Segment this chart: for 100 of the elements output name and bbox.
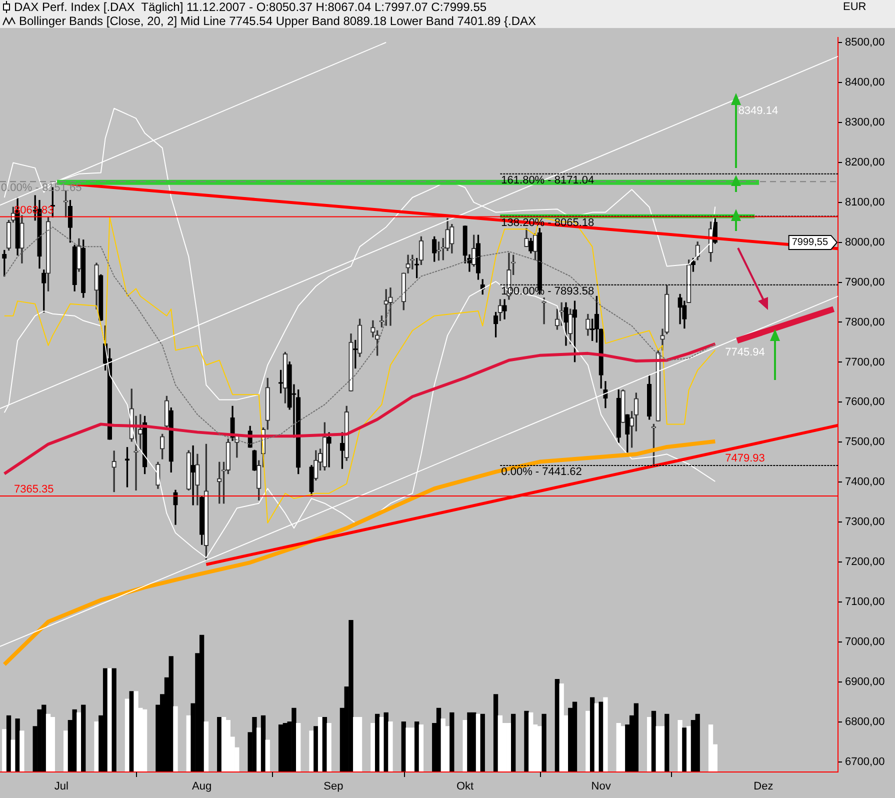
bar: [603, 697, 608, 772]
bar: [388, 722, 393, 772]
y-tick-label: 6700,00: [845, 756, 885, 768]
bar: [124, 698, 130, 772]
bar: [467, 712, 472, 772]
bar: [634, 703, 639, 772]
bar: [37, 709, 42, 772]
bar: [278, 724, 284, 772]
x-tick-label: Sep: [324, 780, 344, 793]
bar: [2, 729, 7, 772]
annotation: 8349.14: [738, 105, 778, 118]
bar: [217, 716, 222, 772]
bar: [296, 723, 301, 772]
chart-title: DAX Perf. Index [.DAX Täglich] 11.12.2007 - O:8050.37 H:8067.04 L:7997.07 C:7999.55: [14, 0, 487, 14]
bar: [309, 730, 314, 772]
y-tick-label: 8200,00: [845, 156, 885, 168]
bar: [370, 723, 376, 772]
bar: [542, 714, 546, 772]
y-tick-label: 7600,00: [845, 396, 885, 408]
y-tick-label: 7200,00: [845, 556, 885, 568]
bar: [204, 722, 209, 772]
bar: [221, 716, 226, 772]
bar: [102, 668, 108, 772]
annotation: 7999,55: [792, 237, 828, 248]
annotation: 7479.93: [725, 452, 765, 465]
bar: [199, 634, 204, 772]
bar: [76, 712, 82, 772]
bar: [708, 724, 714, 772]
bar: [418, 724, 424, 772]
bar: [168, 656, 174, 772]
bar: [314, 726, 318, 772]
bar: [252, 716, 257, 772]
bar: [6, 715, 12, 772]
bar: [20, 730, 24, 772]
bar: [326, 723, 332, 772]
bar: [406, 728, 410, 772]
bar: [598, 702, 604, 772]
bar: [450, 712, 454, 772]
bar: [357, 716, 362, 772]
bar: [348, 620, 354, 772]
y-tick-label: 7400,00: [845, 476, 885, 488]
bar: [524, 710, 529, 772]
bar: [94, 722, 99, 772]
y-axis-title: EUR: [843, 0, 866, 14]
bar: [462, 720, 468, 772]
bar: [695, 714, 700, 772]
bar: [572, 702, 578, 772]
bar: [590, 697, 595, 772]
y-tick-label: 8100,00: [845, 196, 885, 208]
bar: [46, 714, 51, 772]
bar: [50, 716, 55, 772]
y-tick-label: 8500,00: [845, 36, 885, 48]
bar: [379, 716, 384, 772]
y-tick-label: 8300,00: [845, 116, 885, 128]
bar: [476, 714, 481, 772]
bar: [678, 720, 682, 772]
x-tick-label: Jul: [54, 780, 68, 793]
y-tick-label: 8000,00: [845, 236, 885, 248]
bar: [112, 668, 116, 772]
y-tick-label: 8400,00: [845, 76, 885, 88]
bar: [256, 728, 262, 772]
bar: [81, 704, 86, 772]
bar: [15, 718, 20, 772]
candlestick: [190, 445, 196, 506]
y-tick-label: 7300,00: [845, 516, 885, 528]
bar: [528, 712, 534, 772]
bar: [660, 726, 665, 772]
bar: [63, 730, 68, 772]
bar: [436, 708, 442, 772]
annotation: 7745.94: [725, 346, 765, 358]
bar: [173, 706, 178, 772]
bar: [480, 714, 485, 772]
bar: [586, 710, 590, 772]
bar: [686, 726, 692, 772]
series-label: 0.00% - 7441.62: [501, 466, 582, 478]
bar: [134, 691, 138, 772]
bar: [265, 740, 270, 772]
bar: [142, 709, 148, 772]
ref-line-label: 7365.35: [14, 484, 54, 496]
bar: [414, 722, 420, 772]
bar: [260, 715, 266, 772]
bar: [511, 714, 516, 772]
bar: [353, 716, 358, 772]
y-tick-label: 7100,00: [845, 596, 885, 608]
candlestick: [388, 288, 393, 326]
y-tick-label: 7900,00: [845, 276, 885, 288]
y-tick-label: 6800,00: [845, 716, 885, 728]
x-tick-label: Aug: [192, 780, 212, 793]
bar: [664, 714, 670, 772]
bar: [554, 678, 560, 772]
bar: [493, 694, 498, 772]
chart-subtitle: Bollinger Bands [Close, 20, 2] Mid Line 7745.54 Upper Band 8089.18 Lower Band 7401.89 {.DAX: [19, 14, 536, 28]
bar: [620, 726, 626, 772]
x-tick-label: Nov: [591, 780, 612, 793]
bar: [374, 714, 380, 772]
y-tick-label: 7000,00: [845, 636, 885, 648]
x-tick-label: Okt: [456, 780, 474, 793]
y-tick-label: 6900,00: [845, 676, 885, 688]
y-tick-label: 7800,00: [845, 316, 885, 328]
y-tick-label: 7500,00: [845, 436, 885, 448]
